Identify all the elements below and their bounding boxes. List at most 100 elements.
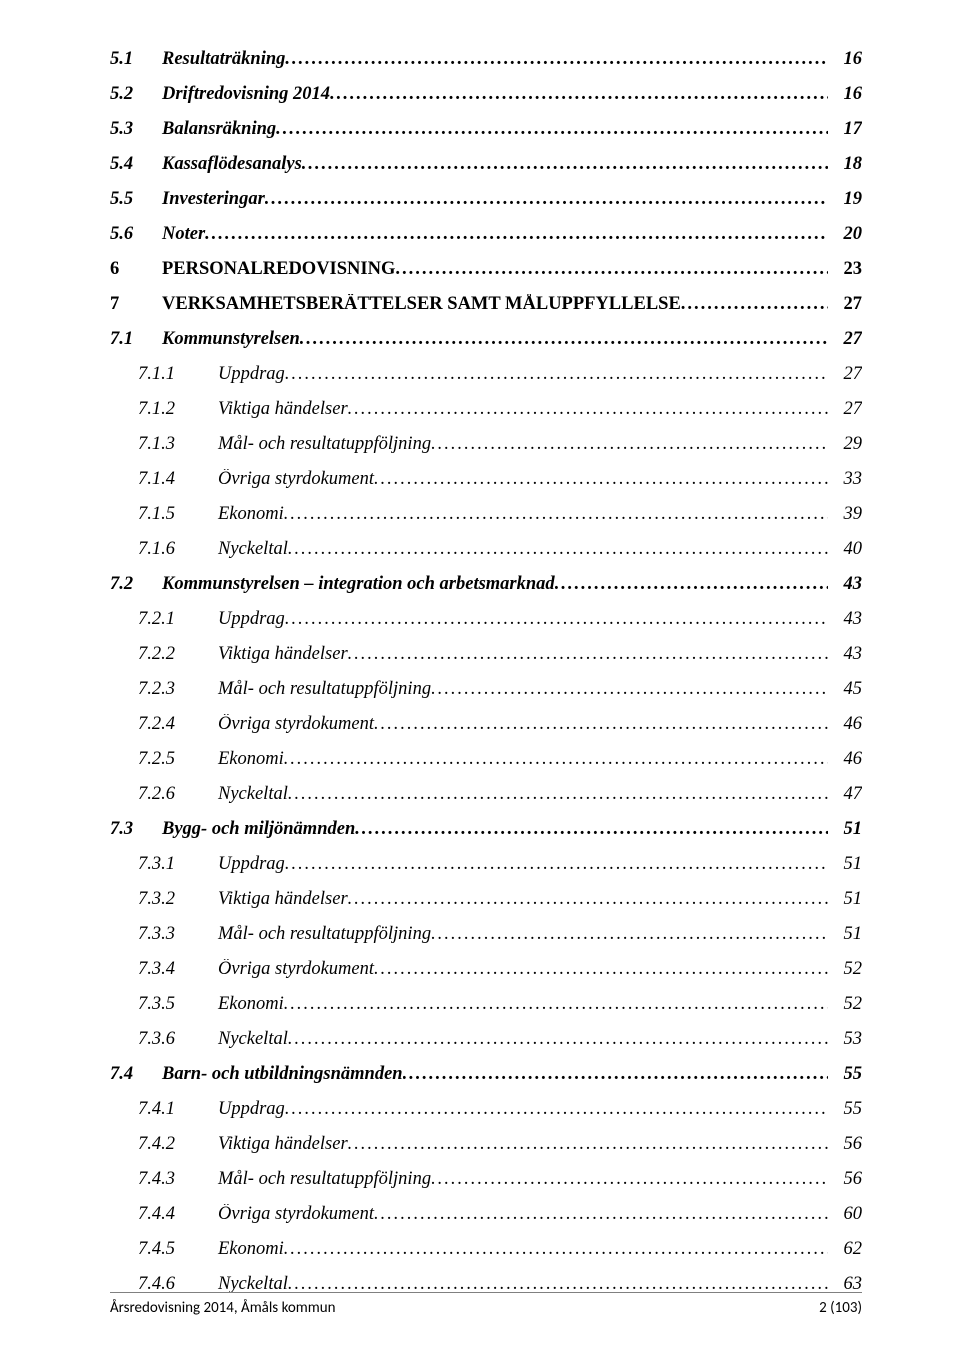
toc-leader-dots <box>374 469 828 490</box>
toc-page-number: 16 <box>828 84 862 105</box>
toc-page-number: 27 <box>828 399 862 420</box>
toc-entry[interactable]: 7.3Bygg- och miljönämnden 51 <box>110 819 862 840</box>
toc-leader-dots <box>288 784 828 805</box>
toc-entry[interactable]: 7.3.2Viktiga händelser51 <box>138 889 862 910</box>
toc-number: 7.2.3 <box>138 679 218 700</box>
toc-entry[interactable]: 5.1Resultaträkning16 <box>110 49 862 70</box>
toc-label: Uppdrag <box>218 854 285 875</box>
toc-entry[interactable]: 7.4.5Ekonomi62 <box>138 1239 862 1260</box>
toc-page-number: 51 <box>828 819 862 840</box>
toc-leader-dots <box>374 714 828 735</box>
toc-leader-dots <box>348 644 828 665</box>
toc-entry[interactable]: 6PERSONALREDOVISNING23 <box>110 259 862 280</box>
toc-entry[interactable]: 7.2.2Viktiga händelser43 <box>138 644 862 665</box>
toc-leader-dots <box>681 294 828 315</box>
toc-label: Övriga styrdokument <box>218 714 374 735</box>
toc-leader-dots <box>284 749 828 770</box>
toc-number: 7.3.6 <box>138 1029 218 1050</box>
toc-entry[interactable]: 7.3.3Mål- och resultatuppföljning51 <box>138 924 862 945</box>
toc-entry[interactable]: 7.1.6Nyckeltal40 <box>138 539 862 560</box>
toc-label: Uppdrag <box>218 1099 285 1120</box>
toc-entry[interactable]: 7.3.4Övriga styrdokument52 <box>138 959 862 980</box>
toc-leader-dots <box>431 1169 828 1190</box>
toc-number: 7.4.1 <box>138 1099 218 1120</box>
toc-entry[interactable]: 7.4.1Uppdrag55 <box>138 1099 862 1120</box>
toc-entry[interactable]: 7.3.5Ekonomi52 <box>138 994 862 1015</box>
toc-page-number: 33 <box>828 469 862 490</box>
toc-label: Resultaträkning <box>162 49 285 70</box>
toc-label: Driftredovisning 2014 <box>162 84 330 105</box>
toc-label: Kassaflödesanalys <box>162 154 302 175</box>
toc-page-number: 47 <box>828 784 862 805</box>
toc-entry[interactable]: 7.2Kommunstyrelsen – integration och arb… <box>110 574 862 595</box>
toc-entry[interactable]: 7.4.4Övriga styrdokument60 <box>138 1204 862 1225</box>
toc-label: Investeringar <box>162 189 265 210</box>
toc-page-number: 62 <box>828 1239 862 1260</box>
toc-label: Ekonomi <box>218 749 284 770</box>
toc-leader-dots <box>302 154 828 175</box>
toc-entry[interactable]: 5.5Investeringar19 <box>110 189 862 210</box>
toc-entry[interactable]: 7.3.6Nyckeltal53 <box>138 1029 862 1050</box>
toc-label: Mål- och resultatuppföljning <box>218 1169 431 1190</box>
toc-page-number: 27 <box>828 329 862 350</box>
toc-entry[interactable]: 7.2.6Nyckeltal47 <box>138 784 862 805</box>
toc-entry[interactable]: 7VERKSAMHETSBERÄTTELSER SAMT MÅLUPPFYLLE… <box>110 294 862 315</box>
toc-number: 6 <box>110 259 162 280</box>
toc-leader-dots <box>205 224 828 245</box>
toc-entry[interactable]: 7.1.3Mål- och resultatuppföljning29 <box>138 434 862 455</box>
toc-leader-dots <box>284 1239 828 1260</box>
toc-leader-dots <box>285 854 828 875</box>
toc-page-number: 51 <box>828 924 862 945</box>
toc-number: 7.4.3 <box>138 1169 218 1190</box>
toc-label: Balansräkning <box>162 119 276 140</box>
toc-entry[interactable]: 7.4.2Viktiga händelser56 <box>138 1134 862 1155</box>
toc-leader-dots <box>285 364 828 385</box>
toc-entry[interactable]: 7.3.1Uppdrag51 <box>138 854 862 875</box>
toc-number: 7.1.1 <box>138 364 218 385</box>
toc-page-number: 39 <box>828 504 862 525</box>
toc-number: 7.2.1 <box>138 609 218 630</box>
toc-label: Kommunstyrelsen <box>162 329 300 350</box>
toc-page-number: 53 <box>828 1029 862 1050</box>
toc-leader-dots <box>288 539 828 560</box>
toc-leader-dots <box>276 119 828 140</box>
toc-label: Ekonomi <box>218 504 284 525</box>
toc-label: Barn- och utbildningsnämnden <box>162 1064 403 1085</box>
toc-leader-dots <box>348 1134 828 1155</box>
toc-entry[interactable]: 7.2.5Ekonomi46 <box>138 749 862 770</box>
toc-label: PERSONALREDOVISNING <box>162 259 395 280</box>
toc-number: 7.3 <box>110 819 162 840</box>
toc-label: Mål- och resultatuppföljning <box>218 679 431 700</box>
toc-number: 7.3.2 <box>138 889 218 910</box>
toc-entry[interactable]: 7.4Barn- och utbildningsnämnden55 <box>110 1064 862 1085</box>
toc-entry[interactable]: 7.1.1Uppdrag27 <box>138 364 862 385</box>
toc-page-number: 55 <box>828 1064 862 1085</box>
toc-leader-dots <box>374 1204 828 1225</box>
toc-leader-dots <box>431 434 828 455</box>
toc-label: Uppdrag <box>218 609 285 630</box>
toc-page-number: 46 <box>828 714 862 735</box>
toc-label: Bygg- och miljönämnden <box>162 819 355 840</box>
toc-leader-dots <box>330 84 828 105</box>
toc-entry[interactable]: 5.6Noter20 <box>110 224 862 245</box>
toc-entry[interactable]: 7.2.4Övriga styrdokument46 <box>138 714 862 735</box>
toc-entry[interactable]: 5.4Kassaflödesanalys18 <box>110 154 862 175</box>
toc-label: Viktiga händelser <box>218 889 348 910</box>
toc-leader-dots <box>348 399 828 420</box>
toc-entry[interactable]: 5.3Balansräkning17 <box>110 119 862 140</box>
toc-number: 7.1.5 <box>138 504 218 525</box>
toc-entry[interactable]: 7.4.3Mål- och resultatuppföljning56 <box>138 1169 862 1190</box>
toc-entry[interactable]: 7.1.4Övriga styrdokument33 <box>138 469 862 490</box>
toc-number: 7.3.1 <box>138 854 218 875</box>
toc-page-number: 17 <box>828 119 862 140</box>
toc-entry[interactable]: 7.1Kommunstyrelsen27 <box>110 329 862 350</box>
toc-entry[interactable]: 5.2Driftredovisning 201416 <box>110 84 862 105</box>
toc-entry[interactable]: 7.1.5Ekonomi 39 <box>138 504 862 525</box>
toc-page-number: 27 <box>828 294 862 315</box>
toc-entry[interactable]: 7.2.3Mål- och resultatuppföljning45 <box>138 679 862 700</box>
toc-entry[interactable]: 7.2.1Uppdrag43 <box>138 609 862 630</box>
toc-number: 7.1.4 <box>138 469 218 490</box>
toc-entry[interactable]: 7.1.2Viktiga händelser27 <box>138 399 862 420</box>
toc-leader-dots <box>265 189 828 210</box>
toc-page-number: 46 <box>828 749 862 770</box>
